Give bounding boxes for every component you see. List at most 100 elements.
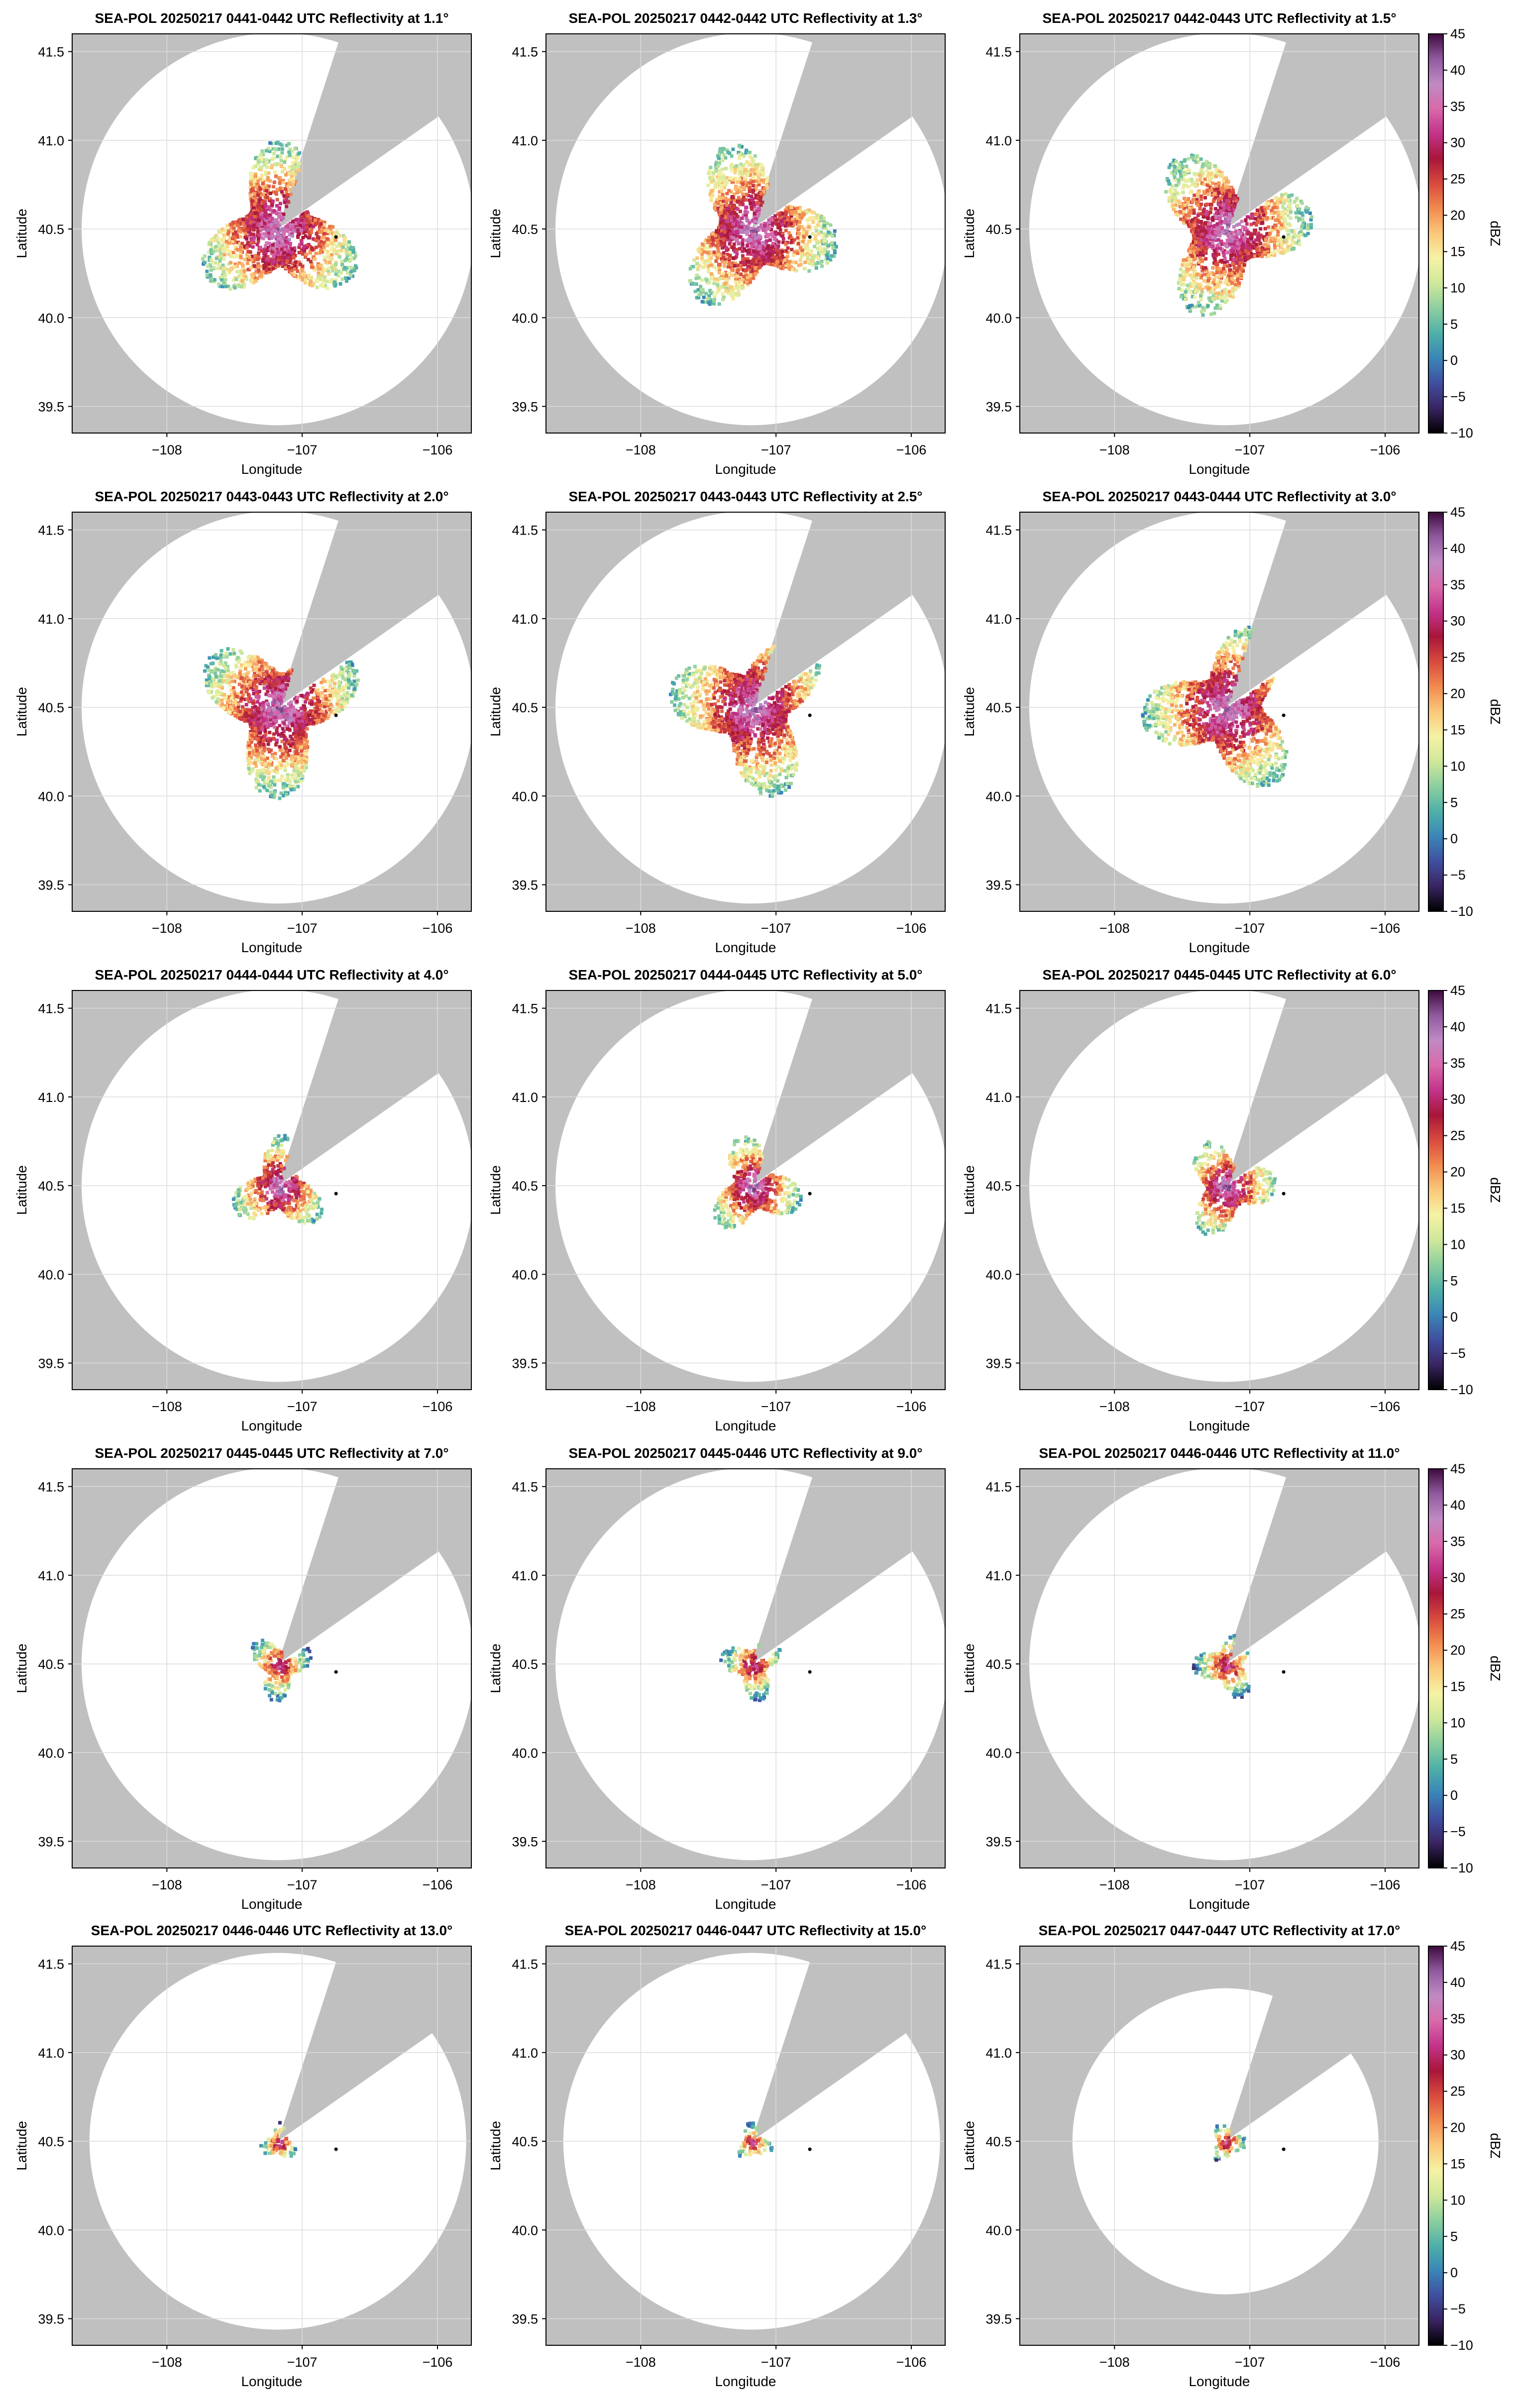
plot-area [1020,1469,1419,1868]
x-axis-label: Longitude [241,461,302,477]
colorbar-tick-label: −5 [1450,1824,1466,1839]
plot-area [1020,1946,1419,2345]
panel-title: SEA-POL 20250217 0444-0445 UTC Reflectiv… [568,967,922,983]
y-tick-label: 41.5 [985,1001,1012,1016]
x-tick-label: −108 [626,2355,656,2370]
y-tick-label: 41.5 [38,1957,64,1972]
x-tick-label: −106 [1370,442,1401,457]
colorbar-tick-label: −10 [1450,904,1473,919]
panel-frame [545,990,946,1390]
radar-site-marker [1282,1192,1286,1196]
colorbar-tick-label: −5 [1450,389,1466,404]
x-tick-label: −107 [761,921,791,936]
colorbar-bar [1428,512,1444,912]
x-tick-label: −106 [423,442,453,457]
plot-area [72,1946,471,2345]
x-tick-label: −106 [423,921,453,936]
x-tick-label: −108 [152,442,182,457]
colorbar: 45 40 35 30 25 20 15 10 5 0 −5 −10 dBZ [1428,1939,1503,2353]
radar-panel: SEA-POL 20250217 0442-0442 UTC Reflectiv… [488,10,946,477]
y-tick-label: 40.5 [512,2134,538,2149]
y-tick-label: 41.0 [512,612,538,627]
x-tick-label: −108 [1099,2355,1130,2370]
radar-coverage [555,512,945,904]
y-tick-label: 40.0 [985,789,1012,804]
reflectivity-echo [1141,625,1289,788]
y-axis-label: Latitude [488,2121,503,2171]
x-tick-label: −106 [896,1877,927,1892]
y-tick-label: 41.0 [512,1568,538,1583]
y-tick-label: 41.5 [512,1001,538,1016]
panel-frame [72,1468,472,1868]
x-tick-label: −108 [1099,921,1130,936]
x-axis-label: Longitude [241,1896,302,1912]
radar-panel: SEA-POL 20250217 0444-0445 UTC Reflectiv… [488,967,946,1433]
panel-frame [545,33,946,434]
panel-title: SEA-POL 20250217 0443-0443 UTC Reflectiv… [568,489,922,504]
colorbar-tick-label: 15 [1450,722,1465,737]
radar-panel: SEA-POL 20250217 0445-0446 UTC Reflectiv… [488,1445,946,1912]
y-tick-label: 41.0 [38,1568,64,1583]
y-tick-label: 41.0 [985,2046,1012,2061]
colorbar-tick-label: 40 [1450,63,1465,78]
plot-area [72,34,471,433]
y-tick-label: 39.5 [512,1356,538,1371]
radar-panel: SEA-POL 20250217 0444-0444 UTC Reflectiv… [14,967,472,1433]
x-tick-label: −107 [287,1877,318,1892]
plot-area [72,512,471,911]
y-tick-label: 41.5 [38,45,64,60]
x-axis-label: Longitude [1189,1896,1250,1912]
y-tick-label: 39.5 [985,2312,1012,2327]
x-tick-label: −108 [626,1877,656,1892]
x-axis-label: Longitude [1189,461,1250,477]
x-tick-label: −107 [761,1399,791,1414]
radar-site-marker [808,2147,812,2151]
y-axis-label: Latitude [14,1643,29,1693]
colorbar-tick-label: 10 [1450,280,1465,295]
x-tick-label: −108 [152,1399,182,1414]
y-tick-label: 40.0 [512,789,538,804]
colorbar-tick-label: 30 [1450,614,1465,629]
panel-title: SEA-POL 20250217 0446-0446 UTC Reflectiv… [91,1923,453,1938]
panel-title: SEA-POL 20250217 0445-0446 UTC Reflectiv… [568,1445,922,1461]
plot-area [1020,990,1419,1390]
colorbar-tick-label: 0 [1450,1788,1458,1803]
radar-panel: SEA-POL 20250217 0442-0443 UTC Reflectiv… [962,10,1503,477]
y-tick-label: 39.5 [985,1356,1012,1371]
reflectivity-echo [259,2121,298,2158]
y-tick-label: 41.5 [985,523,1012,538]
y-tick-label: 40.5 [512,222,538,237]
colorbar-tick-label: 0 [1450,2265,1458,2280]
y-tick-label: 40.0 [38,1267,64,1282]
y-axis-label: Latitude [962,2121,977,2171]
reflectivity-echo [1192,1140,1277,1236]
colorbar-tick-label: 20 [1450,686,1465,701]
x-tick-label: −106 [423,1877,453,1892]
radar-site-marker [334,235,338,239]
y-axis-label: Latitude [962,1643,977,1693]
y-tick-label: 39.5 [985,1835,1012,1850]
y-tick-label: 41.0 [38,1090,64,1105]
reflectivity-echo [203,647,360,800]
x-axis-label: Longitude [241,2374,302,2389]
x-axis-label: Longitude [1189,2374,1250,2389]
reflectivity-echo [231,1134,324,1225]
y-tick-label: 39.5 [512,2312,538,2327]
y-tick-label: 40.0 [512,311,538,326]
y-axis-label: Latitude [14,2121,29,2171]
reflectivity-echo [1213,2124,1246,2162]
colorbar-bar [1428,1946,1444,2346]
y-tick-label: 41.0 [985,133,1012,148]
x-tick-label: −107 [1235,2355,1265,2370]
panel-frame [72,1946,472,2346]
y-tick-label: 41.0 [512,2046,538,2061]
y-tick-label: 41.0 [38,2046,64,2061]
panel-title: SEA-POL 20250217 0442-0442 UTC Reflectiv… [568,10,922,26]
colorbar-label: dBZ [1488,220,1503,246]
y-tick-label: 40.5 [38,1657,64,1672]
y-tick-label: 40.0 [38,789,64,804]
colorbar-tick-label: 5 [1450,2229,1458,2244]
y-tick-label: 40.5 [512,1179,538,1194]
y-tick-label: 40.5 [512,700,538,715]
radar-panel: SEA-POL 20250217 0443-0443 UTC Reflectiv… [488,489,946,955]
